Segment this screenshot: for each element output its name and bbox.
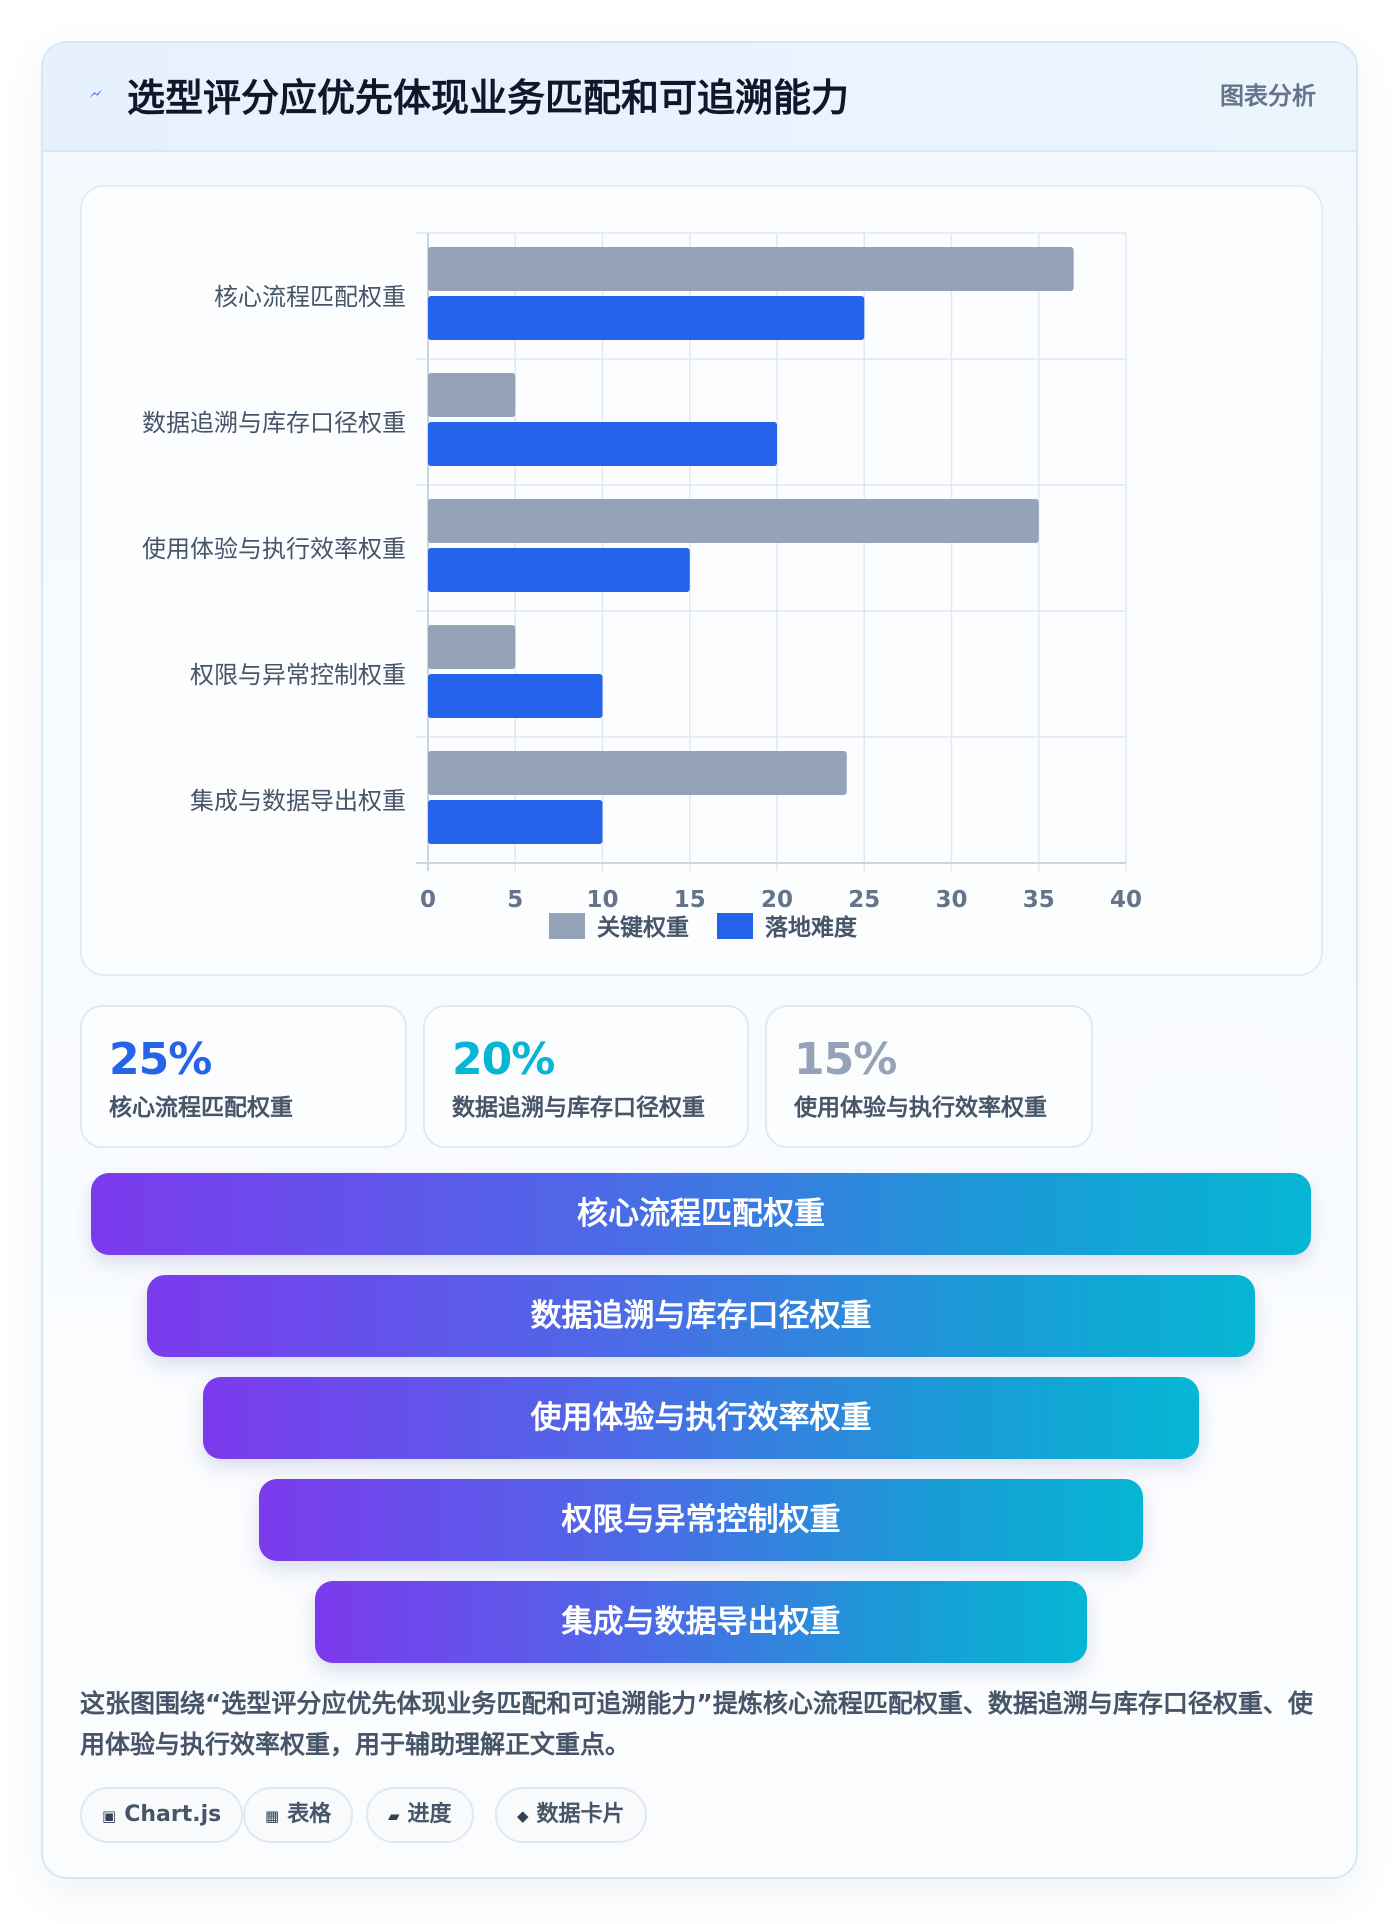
bar-difficulty bbox=[428, 800, 603, 844]
tag-label: 表格 bbox=[287, 1802, 332, 1827]
chart-description: 这张图围绕“选型评分应优先体现业务匹配和可追溯能力”提炼核心流程匹配权重、数据追… bbox=[80, 1689, 1313, 1759]
funnel-step-3: 使用体验与执行效率权重 bbox=[203, 1377, 1199, 1459]
table-icon: ▦ bbox=[265, 1807, 280, 1825]
x-tick-label: 20 bbox=[761, 887, 793, 913]
legend-swatch bbox=[717, 913, 753, 939]
bar-key-weight bbox=[428, 247, 1074, 291]
legend-label: 落地难度 bbox=[765, 914, 858, 941]
bar-chart: 核心流程匹配权重数据追溯与库存口径权重使用体验与执行效率权重权限与异常控制权重集… bbox=[142, 232, 1142, 941]
card-header: 选型评分应优先体现业务匹配和可追溯能力 图表分析 bbox=[43, 43, 1356, 152]
tag-data-card[interactable]: ◆ 数据卡片 bbox=[495, 1787, 647, 1843]
bar-difficulty bbox=[428, 548, 690, 592]
stat-value: 15% bbox=[794, 1034, 897, 1085]
x-tick-label: 40 bbox=[1110, 887, 1142, 913]
bar-difficulty bbox=[428, 422, 777, 466]
x-tick-label: 10 bbox=[586, 887, 618, 913]
funnel-step-4: 权限与异常控制权重 bbox=[259, 1479, 1143, 1561]
progress-icon: ▰ bbox=[388, 1807, 400, 1825]
stat-card-2: 20% 数据追溯与库存口径权重 bbox=[423, 1005, 749, 1148]
stat-label: 数据追溯与库存口径权重 bbox=[452, 1095, 705, 1121]
bar-difficulty bbox=[428, 296, 865, 340]
tag-label: 进度 bbox=[407, 1802, 452, 1827]
category-label: 核心流程匹配权重 bbox=[214, 283, 406, 311]
tag-chartjs[interactable]: ▣ Chart.js bbox=[80, 1787, 244, 1843]
lightning-icon bbox=[89, 89, 103, 98]
x-tick-label: 30 bbox=[935, 887, 967, 913]
stat-value: 25% bbox=[109, 1034, 212, 1085]
tag-progress[interactable]: ▰ 进度 bbox=[366, 1787, 474, 1843]
bar-key-weight bbox=[428, 373, 516, 417]
bar-key-weight bbox=[428, 751, 847, 795]
chart-panel: 核心流程匹配权重数据追溯与库存口径权重 使用体验与执行效率权重权限与异常控制权重集… bbox=[80, 185, 1323, 976]
funnel-step-1: 核心流程匹配权重 bbox=[91, 1173, 1311, 1255]
chart-card: 选型评分应优先体现业务匹配和可追溯能力 图表分析 核心流程匹配权重 数据追溯与库存… bbox=[41, 41, 1358, 1879]
bar-difficulty bbox=[428, 674, 603, 718]
page-title: 选型评分应优先体现业务匹配和可追溯能力 bbox=[127, 76, 850, 120]
stat-value: 20% bbox=[452, 1034, 555, 1085]
stat-card-1: 25% 核心流程匹配权重 bbox=[80, 1005, 407, 1148]
x-tick-label: 0 bbox=[420, 887, 436, 913]
stat-label: 核心流程匹配权重 bbox=[109, 1095, 293, 1121]
funnel-step-2: 数据追溯与库存口径权重 bbox=[147, 1275, 1255, 1357]
x-tick-label: 5 bbox=[507, 887, 523, 913]
diamond-icon: ◆ bbox=[517, 1807, 529, 1825]
tag-label: Chart.js bbox=[124, 1802, 222, 1827]
chart-icon: ▣ bbox=[102, 1807, 117, 1825]
x-tick-label: 15 bbox=[674, 887, 706, 913]
category-label: 使用体验与执行效率权重 bbox=[142, 535, 406, 563]
tag-table[interactable]: ▦ 表格 bbox=[243, 1787, 354, 1843]
category-label: 数据追溯与库存口径权重 bbox=[142, 409, 406, 437]
legend-swatch bbox=[549, 913, 585, 939]
stat-card-3: 15% 使用体验与执行效率权重 bbox=[765, 1005, 1093, 1148]
category-label: 集成与数据导出权重 bbox=[190, 787, 406, 815]
x-tick-label: 25 bbox=[848, 887, 880, 913]
x-tick-label: 35 bbox=[1023, 887, 1055, 913]
tag-label: 数据卡片 bbox=[536, 1802, 625, 1827]
stat-label: 使用体验与执行效率权重 bbox=[794, 1095, 1047, 1121]
legend-label: 关键权重 bbox=[597, 914, 689, 941]
category-label: 权限与异常控制权重 bbox=[190, 661, 406, 689]
header-tag: 图表分析 bbox=[1220, 82, 1316, 110]
funnel-step-5: 集成与数据导出权重 bbox=[315, 1581, 1087, 1663]
bar-key-weight bbox=[428, 625, 516, 669]
bar-key-weight bbox=[428, 499, 1039, 543]
